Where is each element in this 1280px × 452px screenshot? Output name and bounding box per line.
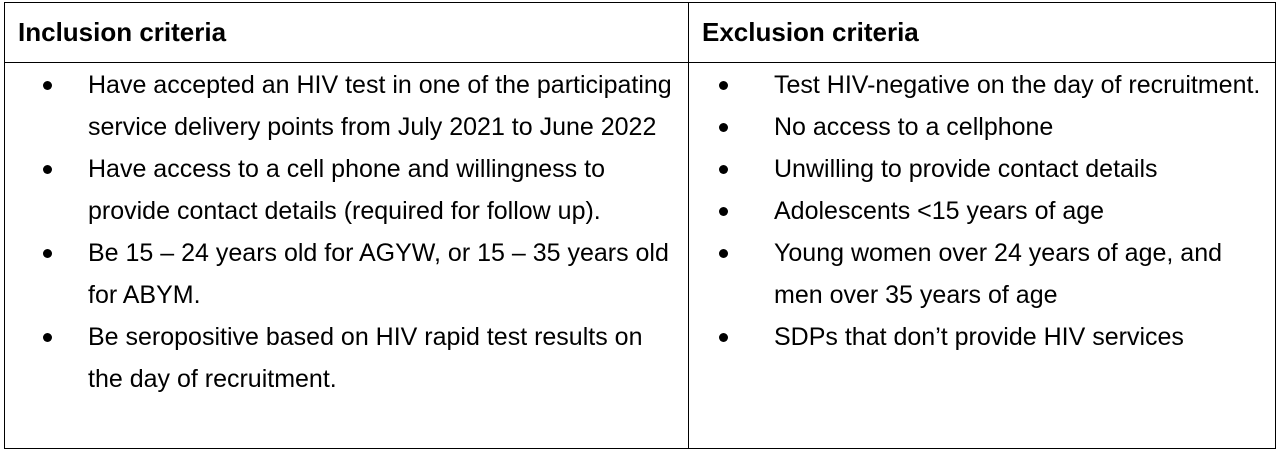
exclusion-item: SDPs that don’t provide HIV services [689,316,1275,358]
column-header: Exclusion criteria [688,2,1276,63]
exclusion-cell: Test HIV-negative on the day of recruitm… [688,62,1276,449]
exclusion-item: Adolescents <15 years of age [689,190,1275,232]
exclusion-item: Test HIV-negative on the day of recruitm… [689,64,1275,106]
inclusion-item: Be 15 – 24 years old for AGYW, or 15 – 3… [5,232,688,316]
exclusion-list: Test HIV-negative on the day of recruitm… [689,63,1275,358]
header-row: Inclusion criteria Exclusion criteria [4,2,1276,63]
inclusion-list: Have accepted an HIV test in one of the … [5,63,688,400]
inclusion-item: Have access to a cell phone and willingn… [5,148,688,232]
inclusion-cell: Have accepted an HIV test in one of the … [4,62,689,449]
exclusion-item: No access to a cellphone [689,106,1275,148]
exclusion-item: Unwilling to provide contact details [689,148,1275,190]
body-row: Have accepted an HIV test in one of the … [4,62,1276,449]
column-header: Inclusion criteria [4,2,689,63]
exclusion-item: Young women over 24 years of age, and me… [689,232,1275,316]
inclusion-item: Be seropositive based on HIV rapid test … [5,316,688,400]
inclusion-item: Have accepted an HIV test in one of the … [5,64,688,148]
criteria-table: Inclusion criteria Exclusion criteria Ha… [4,2,1276,449]
